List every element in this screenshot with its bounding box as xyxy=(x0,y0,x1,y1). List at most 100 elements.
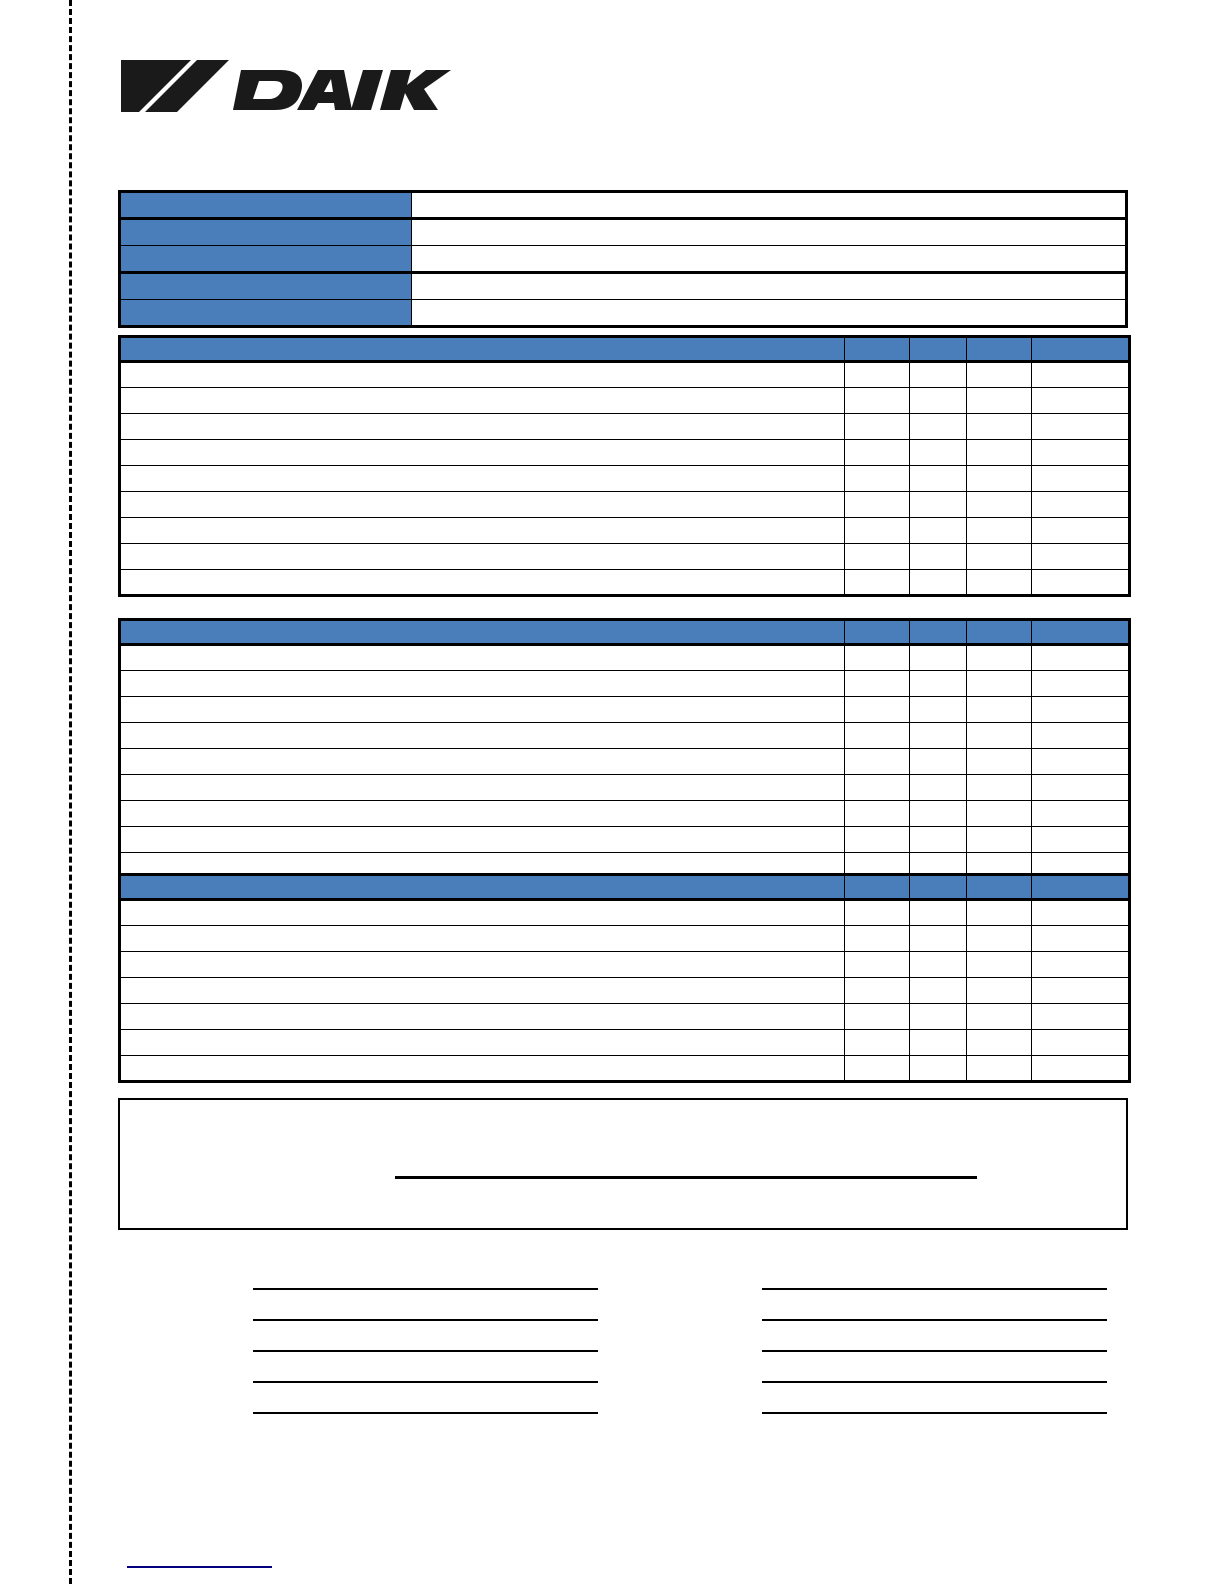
row-col-d[interactable] xyxy=(1031,569,1131,597)
row-col-d[interactable] xyxy=(1031,517,1131,544)
row-col-b[interactable] xyxy=(909,543,967,570)
row-col-a[interactable] xyxy=(844,465,910,492)
row-col-d[interactable] xyxy=(1031,1055,1131,1083)
row-col-a[interactable] xyxy=(844,722,910,749)
row-col-c[interactable] xyxy=(966,925,1032,952)
row-col-a[interactable] xyxy=(844,899,910,926)
row-col-b[interactable] xyxy=(909,517,967,544)
row-col-b[interactable] xyxy=(909,491,967,518)
row-col-d[interactable] xyxy=(1031,1003,1131,1030)
row-description[interactable] xyxy=(118,774,845,801)
row-col-d[interactable] xyxy=(1031,722,1131,749)
row-col-c[interactable] xyxy=(966,1055,1032,1083)
row-col-b[interactable] xyxy=(909,722,967,749)
row-description[interactable] xyxy=(118,439,845,466)
signature-line[interactable] xyxy=(253,1319,598,1321)
row-col-c[interactable] xyxy=(966,977,1032,1004)
row-col-b[interactable] xyxy=(909,800,967,827)
row-col-d[interactable] xyxy=(1031,1029,1131,1056)
row-col-b[interactable] xyxy=(909,899,967,926)
row-col-c[interactable] xyxy=(966,517,1032,544)
notes-fill-line[interactable] xyxy=(395,1176,977,1179)
signature-line[interactable] xyxy=(253,1288,598,1290)
row-col-a[interactable] xyxy=(844,748,910,775)
row-col-c[interactable] xyxy=(966,465,1032,492)
row-description[interactable] xyxy=(118,670,845,697)
row-col-a[interactable] xyxy=(844,413,910,440)
row-col-d[interactable] xyxy=(1031,925,1131,952)
signature-line[interactable] xyxy=(762,1412,1107,1414)
row-col-c[interactable] xyxy=(966,361,1032,388)
row-col-c[interactable] xyxy=(966,1003,1032,1030)
row-description[interactable] xyxy=(118,1055,845,1083)
row-description[interactable] xyxy=(118,722,845,749)
row-col-c[interactable] xyxy=(966,774,1032,801)
row-description[interactable] xyxy=(118,800,845,827)
row-col-a[interactable] xyxy=(844,774,910,801)
row-col-a[interactable] xyxy=(844,543,910,570)
row-col-c[interactable] xyxy=(966,951,1032,978)
signature-line[interactable] xyxy=(253,1381,598,1383)
row-col-b[interactable] xyxy=(909,1029,967,1056)
row-col-d[interactable] xyxy=(1031,670,1131,697)
row-description[interactable] xyxy=(118,1029,845,1056)
row-description[interactable] xyxy=(118,517,845,544)
row-col-c[interactable] xyxy=(966,644,1032,671)
row-col-d[interactable] xyxy=(1031,977,1131,1004)
row-description[interactable] xyxy=(118,1003,845,1030)
row-col-c[interactable] xyxy=(966,696,1032,723)
row-description[interactable] xyxy=(118,644,845,671)
row-col-a[interactable] xyxy=(844,925,910,952)
row-col-d[interactable] xyxy=(1031,387,1131,414)
row-description[interactable] xyxy=(118,925,845,952)
row-col-a[interactable] xyxy=(844,569,910,597)
row-col-a[interactable] xyxy=(844,670,910,697)
signature-line[interactable] xyxy=(762,1381,1107,1383)
row-col-d[interactable] xyxy=(1031,899,1131,926)
row-col-d[interactable] xyxy=(1031,748,1131,775)
row-description[interactable] xyxy=(118,826,845,853)
row-col-c[interactable] xyxy=(966,413,1032,440)
row-col-a[interactable] xyxy=(844,1029,910,1056)
row-col-b[interactable] xyxy=(909,748,967,775)
row-col-d[interactable] xyxy=(1031,826,1131,853)
row-col-d[interactable] xyxy=(1031,951,1131,978)
row-col-d[interactable] xyxy=(1031,800,1131,827)
row-description[interactable] xyxy=(118,748,845,775)
row-col-c[interactable] xyxy=(966,569,1032,597)
row-col-c[interactable] xyxy=(966,670,1032,697)
row-col-b[interactable] xyxy=(909,387,967,414)
row-col-a[interactable] xyxy=(844,951,910,978)
row-col-b[interactable] xyxy=(909,361,967,388)
row-col-b[interactable] xyxy=(909,951,967,978)
row-col-d[interactable] xyxy=(1031,413,1131,440)
row-description[interactable] xyxy=(118,361,845,388)
row-description[interactable] xyxy=(118,899,845,926)
row-col-c[interactable] xyxy=(966,826,1032,853)
row-col-b[interactable] xyxy=(909,439,967,466)
row-col-a[interactable] xyxy=(844,644,910,671)
row-description[interactable] xyxy=(118,387,845,414)
signature-line[interactable] xyxy=(762,1319,1107,1321)
row-col-a[interactable] xyxy=(844,977,910,1004)
row-col-c[interactable] xyxy=(966,800,1032,827)
row-col-b[interactable] xyxy=(909,569,967,597)
row-col-b[interactable] xyxy=(909,413,967,440)
row-col-d[interactable] xyxy=(1031,543,1131,570)
footer-link[interactable] xyxy=(127,1552,272,1568)
row-description[interactable] xyxy=(118,569,845,597)
row-col-c[interactable] xyxy=(966,899,1032,926)
row-description[interactable] xyxy=(118,413,845,440)
row-col-d[interactable] xyxy=(1031,465,1131,492)
row-col-a[interactable] xyxy=(844,517,910,544)
signature-line[interactable] xyxy=(253,1412,598,1414)
row-col-c[interactable] xyxy=(966,748,1032,775)
row-col-a[interactable] xyxy=(844,361,910,388)
row-col-c[interactable] xyxy=(966,491,1032,518)
row-col-c[interactable] xyxy=(966,387,1032,414)
notes-box[interactable] xyxy=(118,1098,1128,1230)
signature-line[interactable] xyxy=(253,1350,598,1352)
info-value-field[interactable] xyxy=(411,272,1128,300)
row-col-c[interactable] xyxy=(966,1029,1032,1056)
row-col-b[interactable] xyxy=(909,977,967,1004)
